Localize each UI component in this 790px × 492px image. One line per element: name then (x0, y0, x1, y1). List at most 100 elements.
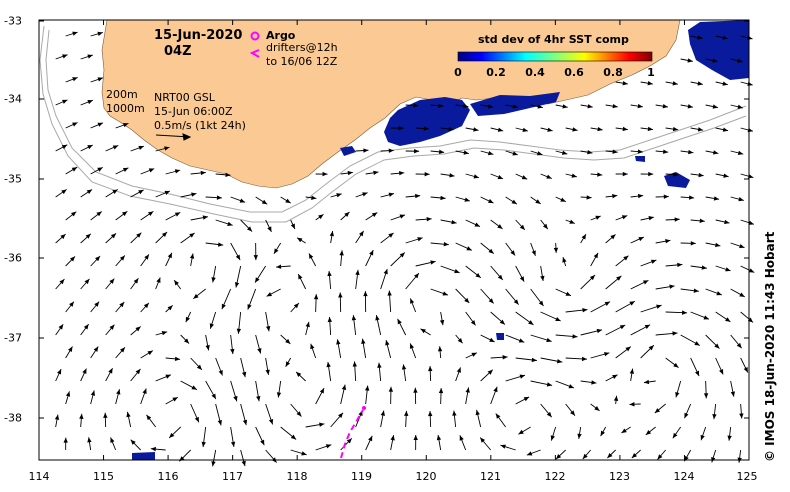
plot-frame (38, 19, 750, 461)
current-vector-head (205, 345, 210, 351)
x-tick-label: 115 (93, 470, 114, 483)
current-vector-head (112, 145, 119, 150)
current-vector-head (522, 127, 528, 132)
current-vector-head (339, 250, 344, 256)
current-vector-head (397, 318, 402, 325)
current-vector-head (637, 149, 643, 154)
current-vector-head (87, 437, 92, 443)
current-vector-head (629, 402, 635, 407)
current-vector-head (581, 356, 588, 362)
current-vector-head (54, 414, 60, 420)
current-vector-head (325, 444, 332, 449)
current-vector-head (550, 435, 555, 441)
current-vector-head (698, 172, 704, 178)
current-vector-head (96, 211, 102, 217)
current-vector-head (688, 149, 694, 155)
current-vector-head (225, 172, 231, 178)
axis-ticks (38, 20, 750, 460)
current-vector-head (172, 397, 178, 402)
current-vector-head (313, 294, 319, 300)
current-vector-head (690, 241, 696, 246)
current-vector-head (510, 250, 516, 256)
current-vector-head (211, 461, 216, 467)
current-vector-head (727, 435, 732, 441)
current-vector-head (616, 275, 622, 281)
current-vector-head (722, 127, 729, 132)
current-vector-head (457, 338, 463, 344)
current-vector-head (456, 367, 461, 373)
current-vector-head (669, 284, 675, 289)
current-vector-head (414, 148, 420, 154)
current-vector-head (699, 218, 705, 224)
current-vector-head (672, 432, 678, 439)
current-vector-head (500, 444, 506, 449)
australia-land (101, 19, 681, 189)
current-vector-head (191, 385, 197, 390)
current-vector-head (694, 341, 700, 346)
y-tick-label: -38 (4, 411, 22, 425)
current-vector-head (572, 127, 578, 132)
current-vector-head (497, 224, 503, 229)
current-vector-head (511, 199, 517, 205)
colorbar-tick: 0 (454, 66, 462, 79)
current-vector-head (610, 234, 616, 240)
current-vector-head (603, 352, 610, 357)
current-vector-head (138, 145, 144, 150)
current-vector-head (85, 233, 91, 239)
current-vector-head (473, 174, 479, 179)
current-vector-head (150, 446, 156, 452)
current-vector-head (327, 316, 333, 323)
current-vector-head (562, 257, 567, 263)
current-vector-head (568, 384, 574, 389)
current-vector-head (546, 174, 552, 179)
colorbar-tick: 0.8 (603, 66, 623, 79)
current-vector-head (748, 268, 755, 273)
current-vector-head (725, 317, 731, 322)
current-vector-head (739, 292, 745, 297)
current-vector-head (209, 323, 214, 329)
current-vector-head (643, 379, 650, 385)
current-vector-head (216, 195, 222, 200)
current-vector-head (217, 242, 224, 247)
current-vector-head (475, 409, 480, 416)
current-vector-head (637, 103, 643, 109)
current-vector-head (235, 254, 241, 261)
current-vector-head (255, 277, 260, 283)
current-vector-head (285, 361, 291, 367)
current-vector-head (581, 234, 586, 240)
current-vector-head (93, 346, 99, 352)
current-vector-head (83, 324, 89, 330)
contour-200-label: 200m (106, 88, 138, 101)
current-vector-head (161, 231, 168, 238)
current-vector-head (612, 374, 618, 380)
current-vector-head (428, 366, 433, 372)
current-vector-head (555, 454, 562, 460)
current-vector-head (62, 99, 68, 104)
current-vector-head (109, 278, 115, 284)
x-tick-label: 116 (157, 470, 179, 483)
current-vector-head (236, 328, 242, 334)
current-vector-head (185, 316, 190, 323)
current-vector-head (451, 219, 457, 225)
drifter-legend-label: drifters@12h (266, 41, 338, 54)
current-vector-head (497, 274, 503, 280)
current-vector-head (612, 103, 618, 109)
current-vector-head (329, 230, 334, 237)
current-vector-head (164, 190, 170, 195)
current-vector-head (119, 301, 125, 308)
current-vector-head (488, 248, 494, 254)
current-vector-head (463, 150, 469, 155)
current-vector-head (464, 297, 470, 303)
current-vector-head (688, 195, 695, 200)
current-vector-head (600, 430, 605, 437)
current-vector-head (369, 250, 374, 256)
colorbar-tick: 0.6 (564, 66, 584, 79)
current-vector-head (79, 413, 84, 419)
current-vector-head (526, 451, 533, 456)
current-vector-head (436, 434, 442, 441)
drifter-track (340, 406, 366, 459)
current-vector-head (637, 193, 644, 199)
current-vector-head (642, 280, 649, 285)
current-vector-head (465, 387, 470, 393)
colorbar-tick: 0.4 (525, 66, 545, 79)
